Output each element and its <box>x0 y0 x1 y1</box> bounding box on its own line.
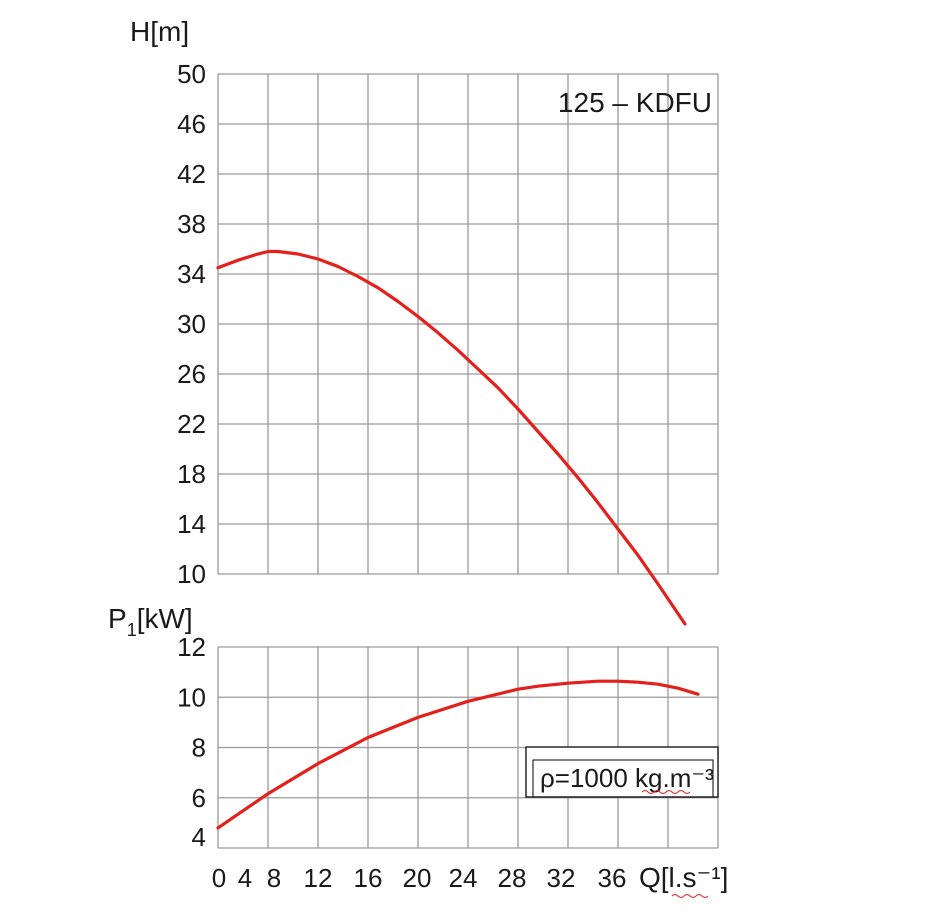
power-y-tick-label: 4 <box>192 822 206 852</box>
head-chart-panel: 50 46 42 38 34 30 26 22 18 14 10 H[m] 125 – KDFU <box>130 16 719 626</box>
power-y-tick-label: 8 <box>192 733 206 763</box>
head-y-tick-label: 14 <box>177 509 206 539</box>
x-tick-labels: 0 4 8 12 16 20 24 28 32 36 <box>212 863 627 893</box>
head-y-tick-label: 26 <box>177 359 206 389</box>
power-y-tick-label: 12 <box>177 632 206 662</box>
power-y-axis-label-main: P <box>108 603 127 634</box>
density-legend-text: ρ=1000 kg.m⁻³ <box>540 763 714 793</box>
head-y-tick-label: 34 <box>177 259 206 289</box>
density-legend-inner-box <box>532 759 714 798</box>
x-tick-label: 32 <box>547 863 576 893</box>
power-y-axis-label-unit: [kW] <box>137 603 193 634</box>
spellcheck-underline <box>641 790 691 794</box>
head-y-tick-label: 18 <box>177 459 206 489</box>
spellcheck-underline-axis <box>671 894 709 898</box>
power-y-tick-label: 6 <box>192 783 206 813</box>
x-tick-label: 20 <box>403 863 432 893</box>
power-y-axis-label: P1[kW] <box>108 603 193 640</box>
head-y-tick-labels: 50 46 42 38 34 30 26 22 18 14 10 <box>177 59 206 589</box>
x-tick-label: 0 <box>212 863 226 893</box>
x-tick-label: 16 <box>354 863 383 893</box>
head-curve <box>216 249 687 626</box>
head-gridlines <box>217 73 719 575</box>
x-tick-label: 36 <box>598 863 627 893</box>
head-y-tick-label: 22 <box>177 409 206 439</box>
x-tick-label: 4 <box>238 863 252 893</box>
x-axis-label: Q[l.s⁻¹] <box>639 862 728 893</box>
power-curve <box>216 679 700 830</box>
density-legend-box <box>525 746 719 798</box>
head-y-tick-label: 38 <box>177 209 206 239</box>
chart-title: 125 – KDFU <box>558 87 712 118</box>
head-y-tick-label: 50 <box>177 59 206 89</box>
head-y-tick-label: 10 <box>177 559 206 589</box>
density-legend: ρ=1000 kg.m⁻³ <box>525 746 719 798</box>
x-tick-label: 12 <box>304 863 333 893</box>
x-tick-label: 28 <box>498 863 527 893</box>
head-y-tick-label: 46 <box>177 109 206 139</box>
power-y-tick-labels: 12 10 8 6 4 <box>177 632 206 852</box>
x-tick-label: 24 <box>449 863 478 893</box>
head-y-axis-label: H[m] <box>130 16 189 47</box>
head-y-tick-label: 42 <box>177 159 206 189</box>
power-y-axis-label-sub: 1 <box>127 620 137 640</box>
x-tick-label: 8 <box>267 863 281 893</box>
head-y-tick-label: 30 <box>177 309 206 339</box>
power-y-tick-label: 10 <box>177 682 206 712</box>
